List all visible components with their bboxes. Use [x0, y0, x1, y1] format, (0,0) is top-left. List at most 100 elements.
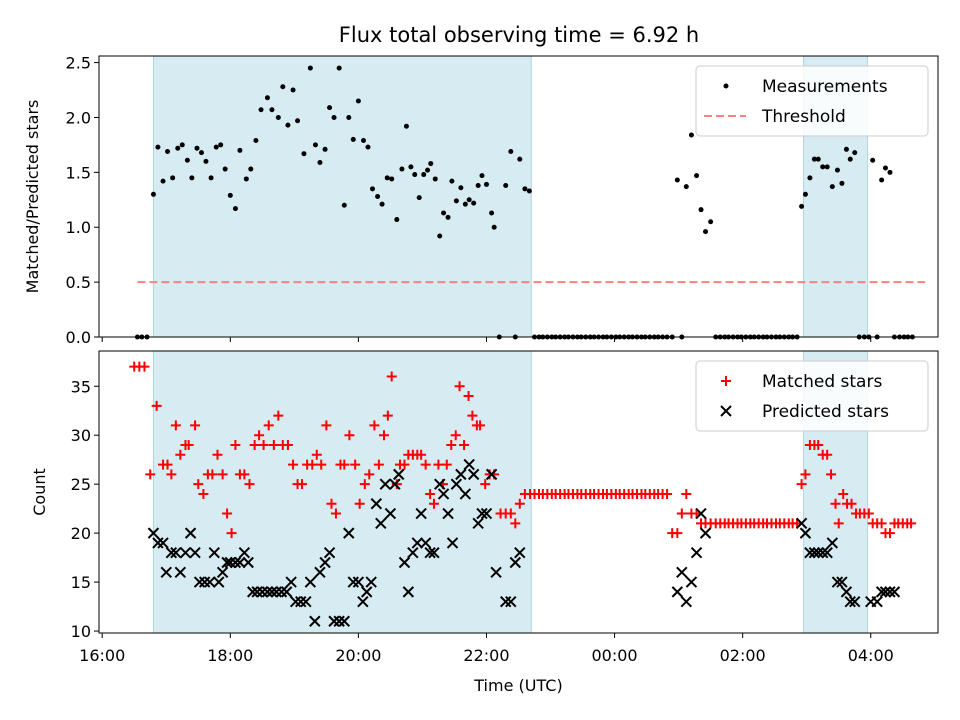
- measurement-point: [503, 183, 509, 189]
- measurement-point: [694, 173, 700, 179]
- measurement-point: [307, 65, 313, 71]
- measurement-point: [322, 146, 328, 152]
- y-tick-label: 1.5: [66, 163, 91, 182]
- predicted-point: [379, 478, 391, 490]
- matched-point: [364, 469, 375, 480]
- measurement-point: [703, 229, 709, 235]
- predicted-point: [463, 458, 475, 471]
- matched-point: [369, 420, 380, 431]
- measurement-point: [264, 95, 270, 101]
- matched-point: [222, 508, 233, 519]
- matched-point: [463, 391, 474, 402]
- matched-point: [193, 479, 204, 490]
- measurement-point: [870, 157, 876, 163]
- measurement-point: [258, 107, 264, 113]
- matched-point: [450, 430, 461, 441]
- measurement-point: [815, 156, 821, 162]
- predicted-point: [695, 507, 707, 520]
- predicted-point: [323, 547, 336, 559]
- measurement-point: [453, 198, 459, 204]
- measurement-point: [394, 217, 400, 223]
- predicted-point: [285, 576, 297, 588]
- measurement-point: [466, 197, 472, 203]
- measurement-point: [384, 175, 390, 181]
- predicted-point: [879, 586, 892, 598]
- predicted-point: [795, 517, 808, 530]
- measurement-point: [198, 150, 204, 156]
- measurement-point: [882, 165, 888, 171]
- y-tick-label: 2.0: [66, 108, 91, 127]
- predicted-point: [437, 488, 450, 500]
- predicted-point: [224, 556, 237, 569]
- matched-point: [258, 440, 269, 450]
- measurement-point: [475, 183, 481, 189]
- predicted-point: [499, 595, 512, 608]
- legend-marker-plus: [721, 376, 731, 386]
- matched-point: [676, 508, 687, 519]
- predicted-point: [812, 547, 824, 559]
- measurement-point: [175, 145, 181, 151]
- legend-label: Matched stars: [762, 372, 882, 392]
- measurement-point: [253, 138, 259, 144]
- predicted-point: [799, 527, 812, 539]
- measurement-point: [517, 156, 523, 162]
- predicted-point: [221, 556, 233, 569]
- measurement-point: [824, 164, 830, 170]
- predicted-point: [193, 576, 206, 588]
- predicted-point: [817, 547, 829, 559]
- matched-point: [263, 420, 274, 431]
- plot-frame: [98, 350, 939, 634]
- measurement-point: [361, 138, 367, 144]
- measurement-point: [471, 200, 477, 206]
- predicted-point: [450, 478, 463, 490]
- measurement-point: [491, 224, 497, 230]
- measurement-point: [248, 166, 254, 172]
- matched-point: [183, 440, 194, 450]
- measurement-point: [508, 148, 514, 154]
- measurement-point: [179, 142, 185, 148]
- shaded-interval-0: [152, 55, 532, 338]
- predicted-point: [871, 595, 883, 608]
- measurement-point: [852, 150, 858, 156]
- matched-point: [428, 498, 439, 509]
- predicted-point: [680, 595, 693, 608]
- matched-point: [326, 498, 337, 509]
- predicted-point: [411, 537, 424, 549]
- predicted-point: [375, 517, 387, 530]
- matched-point: [830, 498, 841, 509]
- measurement-point: [389, 176, 395, 182]
- predicted-point: [472, 517, 484, 530]
- predicted-point: [389, 478, 401, 490]
- matched-point: [139, 361, 150, 372]
- measurement-point: [445, 214, 451, 220]
- measurement-point: [208, 175, 214, 181]
- matched-point: [454, 381, 465, 392]
- matched-point: [672, 528, 683, 539]
- predicted-point: [480, 507, 493, 520]
- x-tick-label: 00:00: [592, 646, 638, 665]
- matched-point: [833, 518, 844, 529]
- predicted-point: [229, 556, 242, 569]
- matched-point: [162, 459, 173, 470]
- measurement-point: [269, 107, 275, 113]
- matched-point: [212, 449, 223, 460]
- predicted-point: [216, 566, 229, 578]
- matched-point: [681, 488, 692, 499]
- measurement-point: [399, 166, 405, 172]
- predicted-point: [295, 595, 307, 608]
- measurement-point: [807, 175, 813, 181]
- matched-point: [354, 498, 365, 509]
- predicted-point: [505, 595, 517, 608]
- matched-point: [344, 430, 355, 441]
- measurement-point: [222, 166, 228, 172]
- measurement-point: [458, 185, 464, 191]
- matched-point: [273, 410, 284, 421]
- measurement-point: [379, 201, 385, 207]
- predicted-point: [280, 586, 293, 598]
- matched-point: [268, 440, 279, 450]
- measurement-point: [425, 167, 431, 173]
- measurement-point: [489, 210, 495, 216]
- predicted-point: [671, 586, 684, 598]
- y-tick-label: 35: [71, 377, 91, 396]
